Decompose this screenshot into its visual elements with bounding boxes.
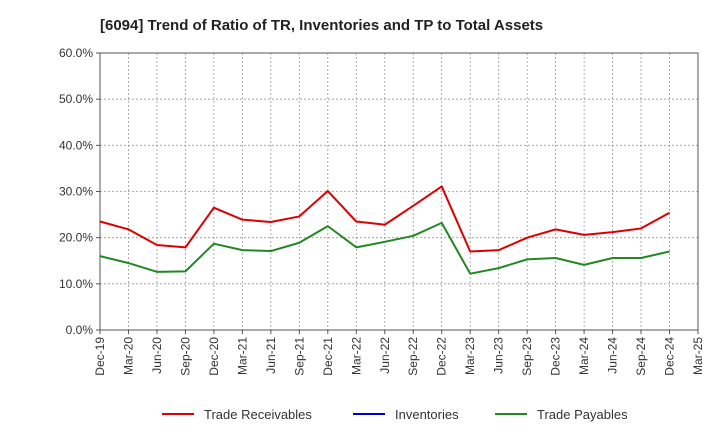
y-tick-label: 0.0%: [66, 323, 94, 337]
x-tick-label: Dec-19: [93, 337, 107, 376]
y-tick-label: 20.0%: [59, 231, 93, 245]
legend-label-trade-receivables: Trade Receivables: [204, 407, 312, 422]
series-line-trade-receivables: [99, 185, 671, 253]
x-tick-label: Jun-22: [378, 337, 392, 374]
series-group: [99, 185, 671, 275]
y-axis: 0.0% 10.0% 20.0% 30.0% 40.0% 50.0% 60.0%: [59, 46, 100, 337]
y-tick-label: 40.0%: [59, 138, 93, 152]
chart-title: [6094] Trend of Ratio of TR, Inventories…: [100, 17, 543, 34]
series-line-trade-payables: [99, 221, 670, 275]
x-tick-label: Sep-21: [292, 337, 306, 376]
grid: [100, 53, 698, 330]
x-tick-label: Dec-22: [435, 337, 449, 376]
x-axis: Dec-19 Mar-20 Jun-20 Sep-20 Dec-20 Mar-21 Jun-…: [93, 330, 705, 376]
x-tick-label: Jun-23: [492, 337, 506, 374]
x-tick-label: Dec-24: [663, 337, 677, 376]
x-tick-label: Mar-21: [235, 337, 249, 375]
x-tick-label: Dec-21: [321, 337, 335, 376]
x-tick-label: Mar-24: [577, 337, 591, 375]
x-tick-label: Mar-22: [349, 337, 363, 375]
legend: Trade Receivables Inventories Trade Payabl…: [162, 407, 628, 422]
x-tick-label: Sep-22: [406, 337, 420, 376]
legend-label-inventories: Inventories: [395, 407, 459, 422]
x-tick-label: Sep-23: [520, 337, 534, 376]
x-tick-label: Jun-24: [606, 337, 620, 374]
y-tick-label: 10.0%: [59, 277, 93, 291]
x-tick-label: Mar-25: [691, 337, 705, 375]
y-tick-label: 60.0%: [59, 46, 93, 60]
x-tick-label: Mar-20: [121, 337, 135, 375]
y-tick-label: 30.0%: [59, 185, 93, 199]
x-tick-label: Sep-20: [178, 337, 192, 376]
x-tick-label: Jun-21: [264, 337, 278, 374]
y-tick-label: 50.0%: [59, 92, 93, 106]
legend-label-trade-payables: Trade Payables: [537, 407, 628, 422]
x-tick-label: Dec-23: [549, 337, 563, 376]
x-tick-label: Dec-20: [207, 337, 221, 376]
x-tick-label: Sep-24: [634, 337, 648, 376]
x-tick-label: Mar-23: [463, 337, 477, 375]
x-tick-label: Jun-20: [150, 337, 164, 374]
